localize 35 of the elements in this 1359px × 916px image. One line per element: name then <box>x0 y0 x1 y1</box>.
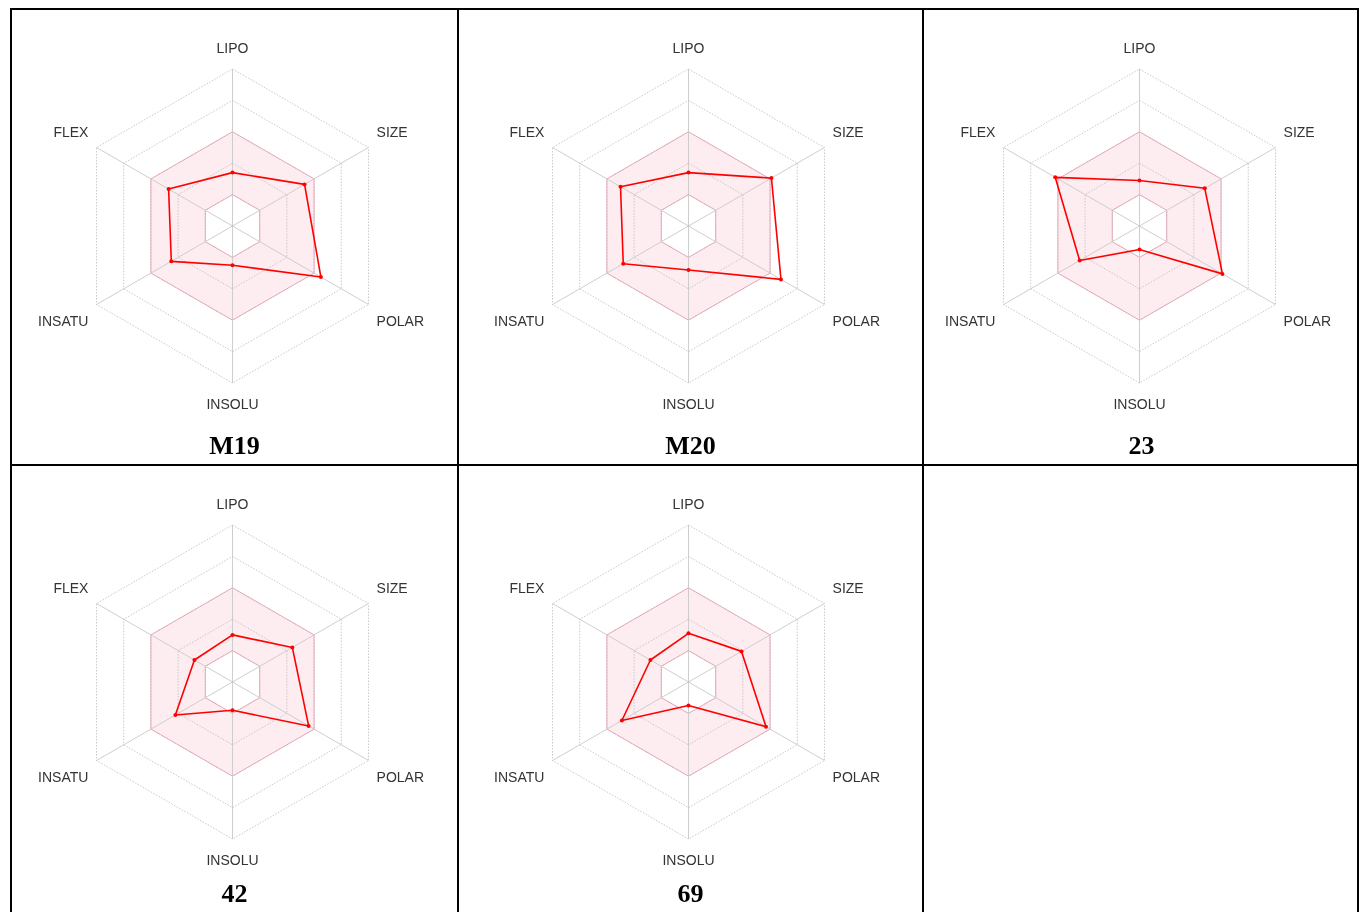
spoke-label: POLAR <box>376 312 425 329</box>
text: M19 <box>209 431 260 460</box>
spoke-label: INSOLU <box>662 396 715 412</box>
spoke-label: INSATU <box>494 312 545 329</box>
spoke-label: LIPO <box>672 40 705 56</box>
spoke-label: LIPO <box>1123 40 1156 56</box>
spoke-label: FLEX <box>960 123 997 140</box>
spoke-label: INSOLU <box>1113 396 1166 412</box>
text: M20 <box>665 431 716 460</box>
spoke-label: SIZE <box>832 579 864 596</box>
spoke-label: LIPO <box>672 496 705 512</box>
spoke-label: INSATU <box>494 768 545 785</box>
spoke-label: FLEX <box>509 123 546 140</box>
spoke-label: POLAR <box>376 768 425 785</box>
spoke-label: LIPO <box>216 496 249 512</box>
spoke-label: INSATU <box>38 768 89 785</box>
spoke-label: FLEX <box>53 123 90 140</box>
spoke-label: LIPO <box>216 40 249 56</box>
spoke-label: SIZE <box>376 579 408 596</box>
spoke-label: SIZE <box>832 123 864 140</box>
spoke-label: INSOLU <box>206 396 259 412</box>
spoke-label: INSATU <box>38 312 89 329</box>
spoke-label: POLAR <box>1283 312 1332 329</box>
text: 42 <box>221 879 248 908</box>
spoke-label: INSOLU <box>662 852 715 868</box>
text: 23 <box>1128 431 1155 460</box>
spoke-label: POLAR <box>832 768 881 785</box>
spoke-label: SIZE <box>376 123 408 140</box>
spoke-label: INSOLU <box>206 852 259 868</box>
spoke-label: SIZE <box>1283 123 1315 140</box>
spoke-label: FLEX <box>509 579 546 596</box>
spoke-label: INSATU <box>945 312 996 329</box>
spoke-label: POLAR <box>832 312 881 329</box>
spoke-label: FLEX <box>53 579 90 596</box>
text: 69 <box>677 879 704 908</box>
